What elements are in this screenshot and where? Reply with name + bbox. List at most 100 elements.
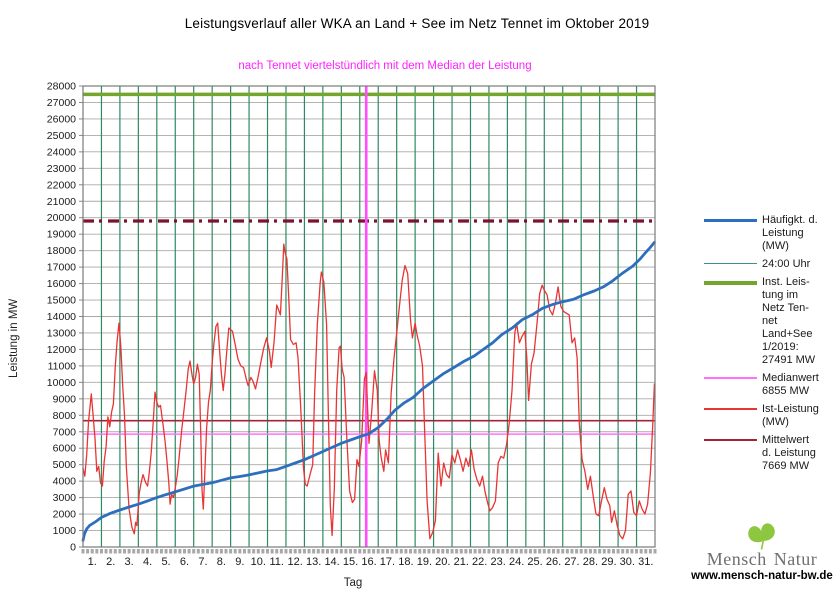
legend-line-sample: [704, 281, 757, 285]
x-minor-tick: [427, 549, 431, 554]
x-minor-tick: [275, 549, 279, 554]
legend-line-sample: [704, 377, 757, 379]
x-minor-tick: [385, 549, 389, 554]
x-minor-tick: [192, 549, 196, 554]
series-ist_leistung: [82, 243, 656, 540]
y-tick-label: 11000: [48, 360, 77, 372]
x-minor-tick: [215, 549, 219, 554]
x-minor-tick: [104, 549, 108, 554]
y-tick-label: 6000: [53, 443, 77, 455]
y-tick-label: 8000: [53, 410, 77, 422]
x-tick-label: 22.: [472, 556, 487, 568]
legend-label: Mittelwert d. Leistung 7669 MW: [762, 434, 816, 472]
y-tick-label: 26000: [47, 113, 76, 125]
x-minor-tick: [339, 549, 343, 554]
x-minor-tick: [524, 549, 528, 554]
x-tick-label: 15.: [343, 556, 358, 568]
x-tick-label: 12.: [288, 556, 303, 568]
x-minor-tick: [289, 549, 293, 554]
legend-line-sample: [704, 263, 757, 264]
legend-item-4: Ist-Leistung (MW): [704, 403, 834, 429]
x-minor-tick: [372, 549, 376, 554]
legend-label: Medianwert 6855 MW: [762, 372, 819, 397]
x-tick-label: 27.: [564, 556, 579, 568]
x-minor-tick: [644, 549, 648, 554]
x-tick-label: 7.: [198, 556, 207, 568]
x-minor-tick: [487, 549, 491, 554]
y-tick-label: 19000: [47, 229, 76, 241]
x-minor-tick: [247, 549, 251, 554]
x-minor-tick: [399, 549, 403, 554]
x-minor-tick: [353, 549, 357, 554]
x-tick-label: 31.: [638, 556, 653, 568]
x-minor-tick: [201, 549, 205, 554]
x-minor-tick: [552, 549, 556, 554]
x-minor-tick: [570, 549, 574, 554]
x-minor-tick: [630, 549, 634, 554]
x-minor-tick: [99, 549, 103, 554]
y-tick-label: 15000: [47, 295, 76, 307]
x-minor-tick: [519, 549, 523, 554]
y-tick-label: 3000: [53, 492, 77, 504]
chart-title: Leistungsverlauf aller WKA an Land + See…: [184, 16, 650, 31]
x-minor-tick: [270, 549, 274, 554]
x-minor-tick: [565, 549, 569, 554]
logo: Mensch Natur www.mensch-natur-bw.de: [690, 520, 834, 582]
plot-frame: [82, 85, 656, 548]
x-minor-tick: [358, 549, 362, 554]
x-minor-tick: [533, 549, 537, 554]
x-minor-tick: [95, 549, 99, 554]
x-tick-label: 2.: [106, 556, 115, 568]
logo-name: Mensch Natur: [690, 550, 834, 568]
x-minor-tick: [123, 549, 127, 554]
x-minor-tick: [118, 549, 122, 554]
x-minor-tick: [473, 549, 477, 554]
y-tick-label: 14000: [47, 311, 76, 323]
series-haeufigkeit: [81, 240, 656, 542]
x-minor-tick: [390, 549, 394, 554]
x-minor-tick: [422, 549, 426, 554]
x-tick-label: 25.: [527, 556, 542, 568]
x-minor-tick: [252, 549, 256, 554]
x-minor-tick: [141, 549, 145, 554]
y-tick-label: 13000: [47, 327, 76, 339]
x-minor-tick: [639, 549, 643, 554]
legend-label: Ist-Leistung (MW): [762, 403, 819, 428]
y-tick-label: 27000: [47, 97, 76, 109]
chart-subtitle: nach Tennet viertelstündlich mit dem Med…: [238, 60, 532, 72]
x-minor-tick: [164, 549, 168, 554]
x-minor-tick: [616, 549, 620, 554]
x-tick-label: 16.: [361, 556, 376, 568]
y-tick-label: 7000: [53, 426, 77, 438]
legend-label: Häufigkt. d. Leistung (MW): [762, 214, 818, 252]
x-minor-tick: [602, 549, 606, 554]
x-axis-title: Tag: [343, 577, 363, 589]
x-minor-tick: [482, 549, 486, 554]
x-minor-tick: [376, 549, 380, 554]
x-minor-tick: [648, 549, 652, 554]
x-minor-tick: [261, 549, 265, 554]
legend-line-sample: [704, 219, 757, 222]
x-minor-tick: [321, 549, 325, 554]
y-tick-label: 22000: [47, 179, 76, 191]
y-tick-label: 25000: [47, 130, 76, 142]
x-minor-tick: [335, 549, 339, 554]
legend-label: Inst. Leis- tung im Netz Ten- net Land+S…: [762, 276, 816, 366]
x-minor-tick: [86, 549, 90, 554]
x-minor-tick: [242, 549, 246, 554]
x-minor-tick: [196, 549, 200, 554]
x-minor-tick: [81, 549, 85, 554]
x-tick-label: 10.: [251, 556, 266, 568]
y-tick-label: 23000: [47, 163, 76, 175]
x-tick-label: 13.: [306, 556, 321, 568]
x-minor-tick: [575, 549, 579, 554]
logo-name-left: Mensch: [706, 549, 767, 569]
legend-item-0: Häufigkt. d. Leistung (MW): [704, 214, 834, 253]
x-tick-label: 17.: [380, 556, 395, 568]
x-minor-tick: [302, 549, 306, 554]
x-minor-tick: [413, 549, 417, 554]
x-minor-tick: [464, 549, 468, 554]
x-minor-tick: [468, 549, 472, 554]
x-minor-tick: [538, 549, 542, 554]
y-tick-label: 16000: [47, 278, 76, 290]
